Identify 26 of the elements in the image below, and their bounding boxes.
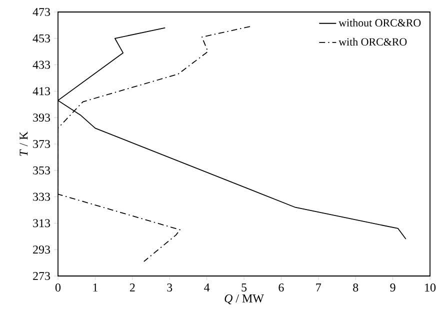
- x-tick-label: 10: [425, 284, 436, 292]
- x-tick-label: 1: [93, 284, 98, 292]
- y-tick-label: 413: [32, 87, 50, 96]
- x-tick-label: 3: [167, 284, 172, 292]
- y-tick-label: 453: [32, 34, 50, 42]
- y-tick-label: 313: [33, 219, 50, 228]
- y-tick-label: 353: [33, 166, 50, 174]
- y-tick-label: 333: [33, 192, 50, 201]
- legend-label: without ORC&RO: [338, 18, 421, 27]
- x-tick-label: 9: [390, 284, 396, 292]
- x-tick-label: 8: [353, 284, 358, 292]
- x-axis-title: Q / MW: [224, 294, 264, 304]
- x-tick-label: 6: [278, 284, 284, 292]
- x-tick-label: 0: [55, 284, 61, 292]
- y-axis-title: T / K: [20, 131, 28, 156]
- x-tick-label: 7: [316, 284, 322, 292]
- y-tick-label: 293: [33, 246, 50, 254]
- legend-label: with ORC&RO: [338, 38, 407, 46]
- y-tick-label: 373: [33, 140, 50, 148]
- y-tick-label: 393: [33, 114, 50, 122]
- x-tick-label: 5: [242, 284, 247, 292]
- y-tick-label: 473: [32, 8, 50, 16]
- y-tick-label: 273: [33, 272, 50, 280]
- x-tick-label: 4: [204, 284, 210, 292]
- x-tick-label: 2: [130, 284, 135, 292]
- y-tick-label: 433: [32, 60, 50, 69]
